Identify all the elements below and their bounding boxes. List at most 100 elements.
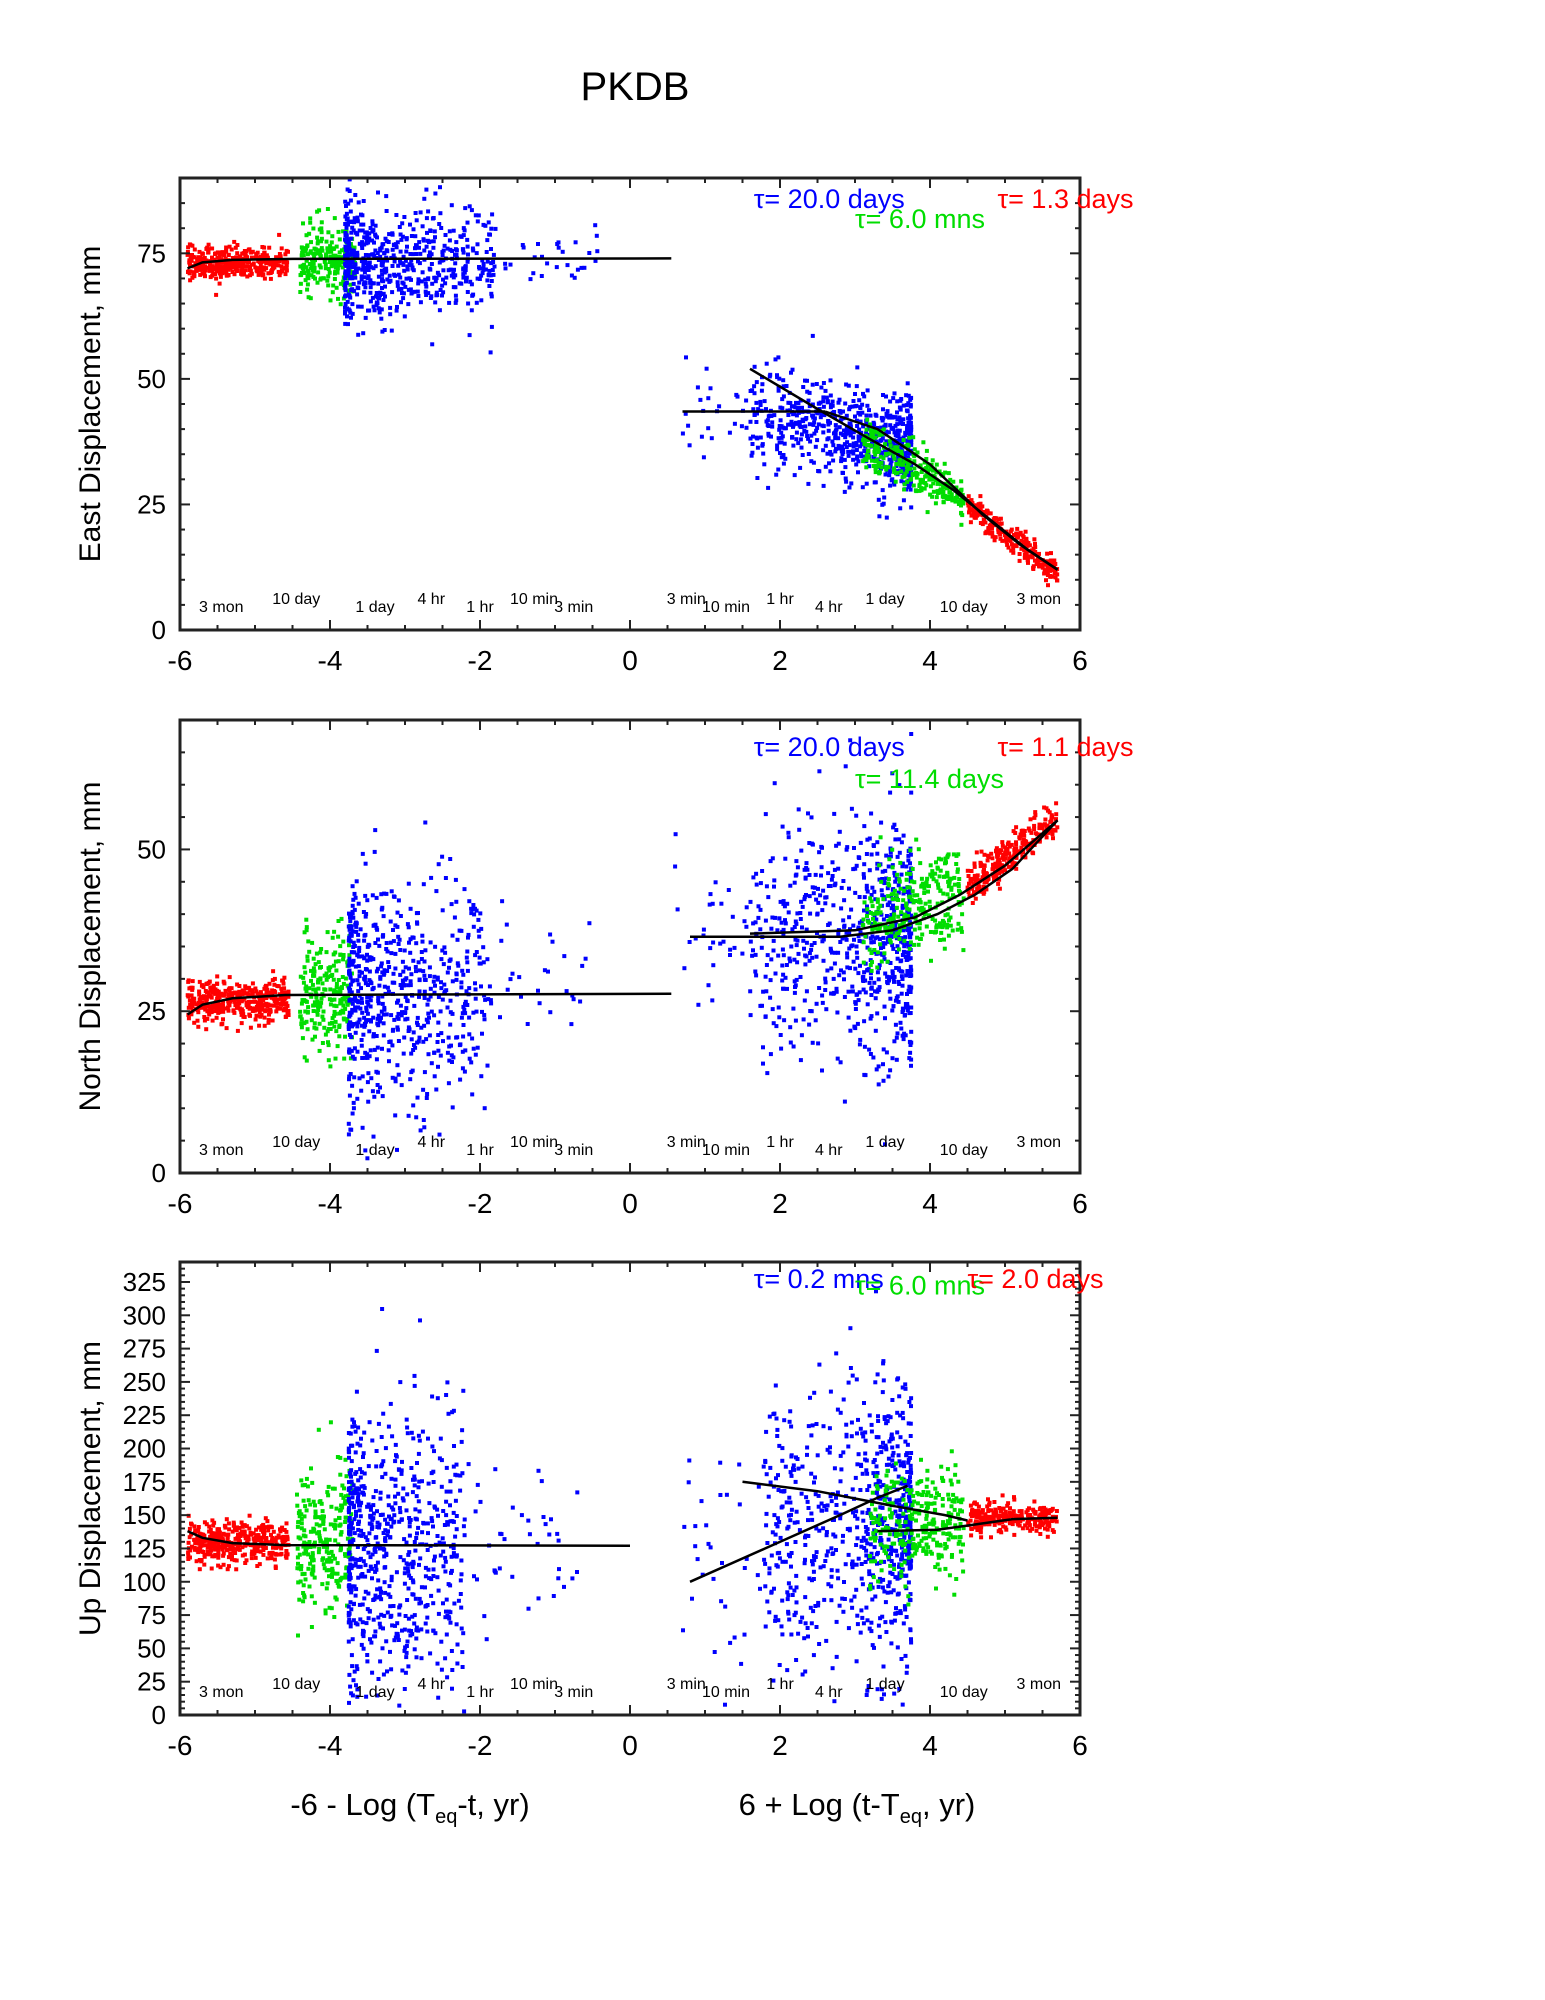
- data-point-red: [231, 1008, 236, 1013]
- data-point-red: [190, 979, 195, 984]
- data-point-blue: [817, 986, 822, 990]
- data-point-blue: [475, 1045, 480, 1050]
- data-point-green: [323, 1032, 328, 1037]
- data-point-blue: [389, 889, 394, 894]
- data-point-blue: [748, 389, 753, 393]
- data-point-green: [333, 1011, 338, 1016]
- data-point-blue: [854, 992, 859, 997]
- data-point-blue: [886, 864, 891, 869]
- data-point-green: [928, 467, 933, 472]
- data-point-blue: [349, 236, 354, 241]
- data-point-blue: [774, 472, 779, 477]
- data-point-blue: [907, 891, 912, 896]
- data-point-red: [212, 265, 217, 270]
- data-point-blue: [368, 979, 373, 984]
- data-point-blue: [359, 277, 364, 282]
- data-point-green: [928, 492, 933, 497]
- data-point-green: [871, 916, 875, 921]
- data-point-blue: [907, 927, 912, 932]
- data-point-blue: [823, 388, 828, 393]
- data-point-green: [343, 1007, 348, 1011]
- data-point-green: [912, 893, 917, 898]
- data-point-green: [317, 263, 322, 268]
- data-point-blue: [857, 398, 862, 403]
- data-point-green: [308, 220, 313, 225]
- data-point-blue: [795, 865, 800, 870]
- data-point-blue: [396, 1011, 401, 1016]
- data-point-blue: [343, 284, 348, 289]
- data-point-green: [321, 1017, 326, 1022]
- data-point-blue: [881, 407, 885, 412]
- data-point-blue: [809, 943, 814, 948]
- data-point-blue: [895, 422, 900, 427]
- data-point-blue: [848, 738, 853, 743]
- data-point-green: [938, 482, 943, 487]
- data-point-blue: [750, 450, 755, 455]
- data-point-blue: [898, 438, 902, 443]
- data-point-blue: [818, 893, 823, 898]
- data-point-red: [239, 1021, 244, 1026]
- data-point-blue: [836, 841, 841, 846]
- data-point-blue: [465, 949, 470, 954]
- data-point-blue: [701, 455, 706, 460]
- data-point-blue: [900, 864, 905, 869]
- data-point-blue: [895, 428, 900, 433]
- data-point-green: [329, 249, 334, 254]
- data-point-blue: [363, 1055, 368, 1060]
- data-point-blue: [909, 968, 914, 973]
- data-point-blue: [823, 443, 828, 448]
- data-point-green: [328, 246, 333, 251]
- data-point-blue: [384, 891, 389, 896]
- data-point-blue: [765, 1071, 770, 1076]
- data-point-blue: [799, 424, 804, 429]
- data-point-blue: [843, 764, 848, 769]
- data-point-red: [235, 243, 240, 247]
- data-point-red: [196, 259, 201, 264]
- data-point-red: [989, 522, 993, 527]
- data-point-blue: [380, 277, 385, 282]
- data-point-green: [919, 876, 924, 881]
- data-point-green: [329, 240, 334, 245]
- data-point-blue: [424, 187, 429, 192]
- data-point-green: [952, 882, 957, 887]
- data-point-blue: [796, 807, 801, 812]
- data-point-blue: [773, 971, 778, 976]
- data-point-blue: [548, 1010, 553, 1015]
- data-point-blue: [423, 289, 428, 294]
- data-point-blue: [383, 236, 388, 241]
- data-point-red: [1037, 551, 1041, 556]
- data-point-blue: [380, 329, 385, 334]
- data-point-blue: [508, 262, 513, 267]
- data-point-green: [347, 943, 351, 948]
- data-point-blue: [349, 315, 353, 320]
- data-point-blue: [425, 1020, 430, 1025]
- data-point-green: [885, 959, 890, 964]
- data-point-blue: [434, 290, 439, 295]
- data-point-blue: [493, 226, 498, 231]
- data-point-red: [1053, 575, 1058, 580]
- data-point-blue: [770, 856, 775, 861]
- data-point-blue: [673, 832, 678, 837]
- data-point-blue: [442, 989, 447, 994]
- data-point-blue: [888, 850, 893, 855]
- data-point-blue: [673, 864, 678, 869]
- data-point-blue: [434, 1087, 439, 1092]
- data-point-blue: [892, 873, 897, 878]
- data-point-green: [302, 998, 307, 1003]
- data-point-blue: [799, 445, 804, 450]
- data-point-blue: [748, 419, 753, 424]
- data-point-blue: [780, 397, 785, 402]
- data-point-green: [916, 847, 921, 852]
- data-point-blue: [909, 428, 913, 433]
- data-point-green: [956, 502, 961, 506]
- data-point-blue: [391, 971, 396, 976]
- data-point-red: [190, 996, 195, 1001]
- data-point-blue: [380, 263, 385, 268]
- data-point-blue: [884, 515, 889, 520]
- data-point-blue: [901, 498, 906, 503]
- data-point-green: [888, 916, 893, 921]
- data-point-blue: [387, 273, 392, 278]
- data-point-blue: [347, 1077, 351, 1082]
- data-point-blue: [770, 420, 775, 425]
